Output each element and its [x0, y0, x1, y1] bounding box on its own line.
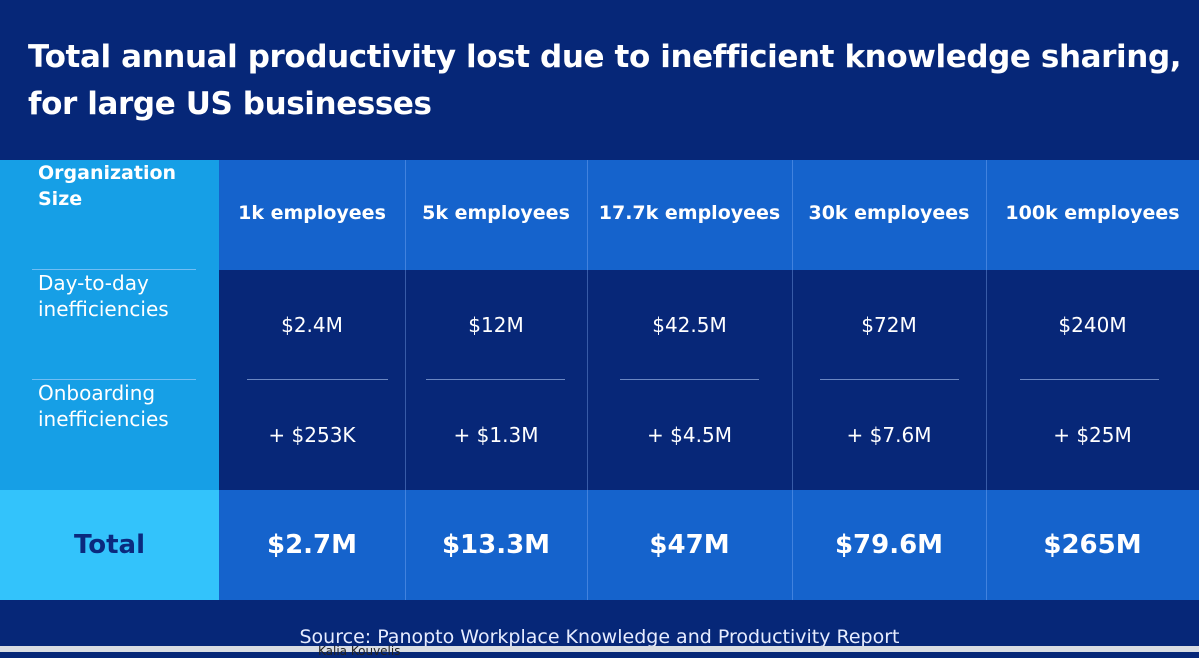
row-separator [247, 379, 388, 380]
column-divider [986, 160, 987, 600]
row-separator [820, 379, 959, 380]
value-cell: $12M [468, 313, 524, 337]
footer-text: Kalia Kouvelis [318, 644, 401, 658]
source-link[interactable]: Panopto Workplace Knowledge and Producti… [377, 626, 900, 648]
body-band [219, 270, 1199, 490]
row-label-line: inefficiencies [38, 297, 169, 321]
value-cell: + $1.3M [453, 423, 539, 447]
source-prefix: Source: [299, 626, 378, 648]
value-cell: $240M [1058, 313, 1127, 337]
organization-size-line: Size [38, 188, 83, 210]
row-separator [620, 379, 759, 380]
column-header: 30k employees [808, 202, 970, 224]
row-separator [32, 379, 196, 380]
column-header: 1k employees [238, 202, 386, 224]
total-label-panel [0, 490, 219, 600]
row-separator [426, 379, 565, 380]
footer-strip [0, 646, 1199, 652]
row-separator [1020, 379, 1159, 380]
title-line-2: for large US businesses [28, 86, 432, 122]
value-cell: $72M [861, 313, 917, 337]
total-value: $79.6M [834, 530, 944, 560]
productivity-table: Organization Size 1k employees 5k employees… [0, 160, 1199, 600]
value-cell: + $4.5M [647, 423, 732, 447]
total-band [219, 490, 1199, 600]
organization-size-line: Organization [38, 162, 177, 184]
column-header: 100k employees [1005, 202, 1180, 224]
column-divider [405, 160, 406, 600]
total-value: $13.3M [441, 530, 551, 560]
value-cell: + $25M [1053, 423, 1132, 447]
total-value: $2.7M [266, 530, 358, 560]
row-label: Onboarding inefficiencies [0, 380, 219, 490]
row-label-line: inefficiencies [38, 407, 169, 431]
row-header-panel [0, 160, 219, 490]
value-cell: + $253K [268, 423, 356, 447]
total-value: $47M [649, 530, 730, 560]
column-header: 5k employees [422, 202, 570, 224]
title-line-1: Total annual productivity lost due to in… [28, 39, 1182, 75]
total-value: $265M [1043, 530, 1142, 560]
column-divider [792, 160, 793, 600]
organization-size-label: Organization Size [0, 160, 219, 270]
total-label: Total [73, 530, 146, 560]
column-header-band [219, 160, 1199, 270]
row-label-line: Day-to-day [38, 271, 149, 295]
value-cell: $42.5M [652, 313, 727, 337]
row-label: Day-to-day inefficiencies [0, 270, 219, 380]
row-separator [32, 269, 196, 270]
column-divider [587, 160, 588, 600]
value-cell: + $7.6M [846, 423, 932, 447]
page-title: Total annual productivity lost due to in… [28, 34, 1188, 128]
row-label-line: Onboarding [38, 381, 156, 405]
source-note: Source: Panopto Workplace Knowledge and … [0, 626, 1199, 648]
value-cell: $2.4M [281, 313, 343, 337]
column-header: 17.7k employees [598, 202, 781, 224]
